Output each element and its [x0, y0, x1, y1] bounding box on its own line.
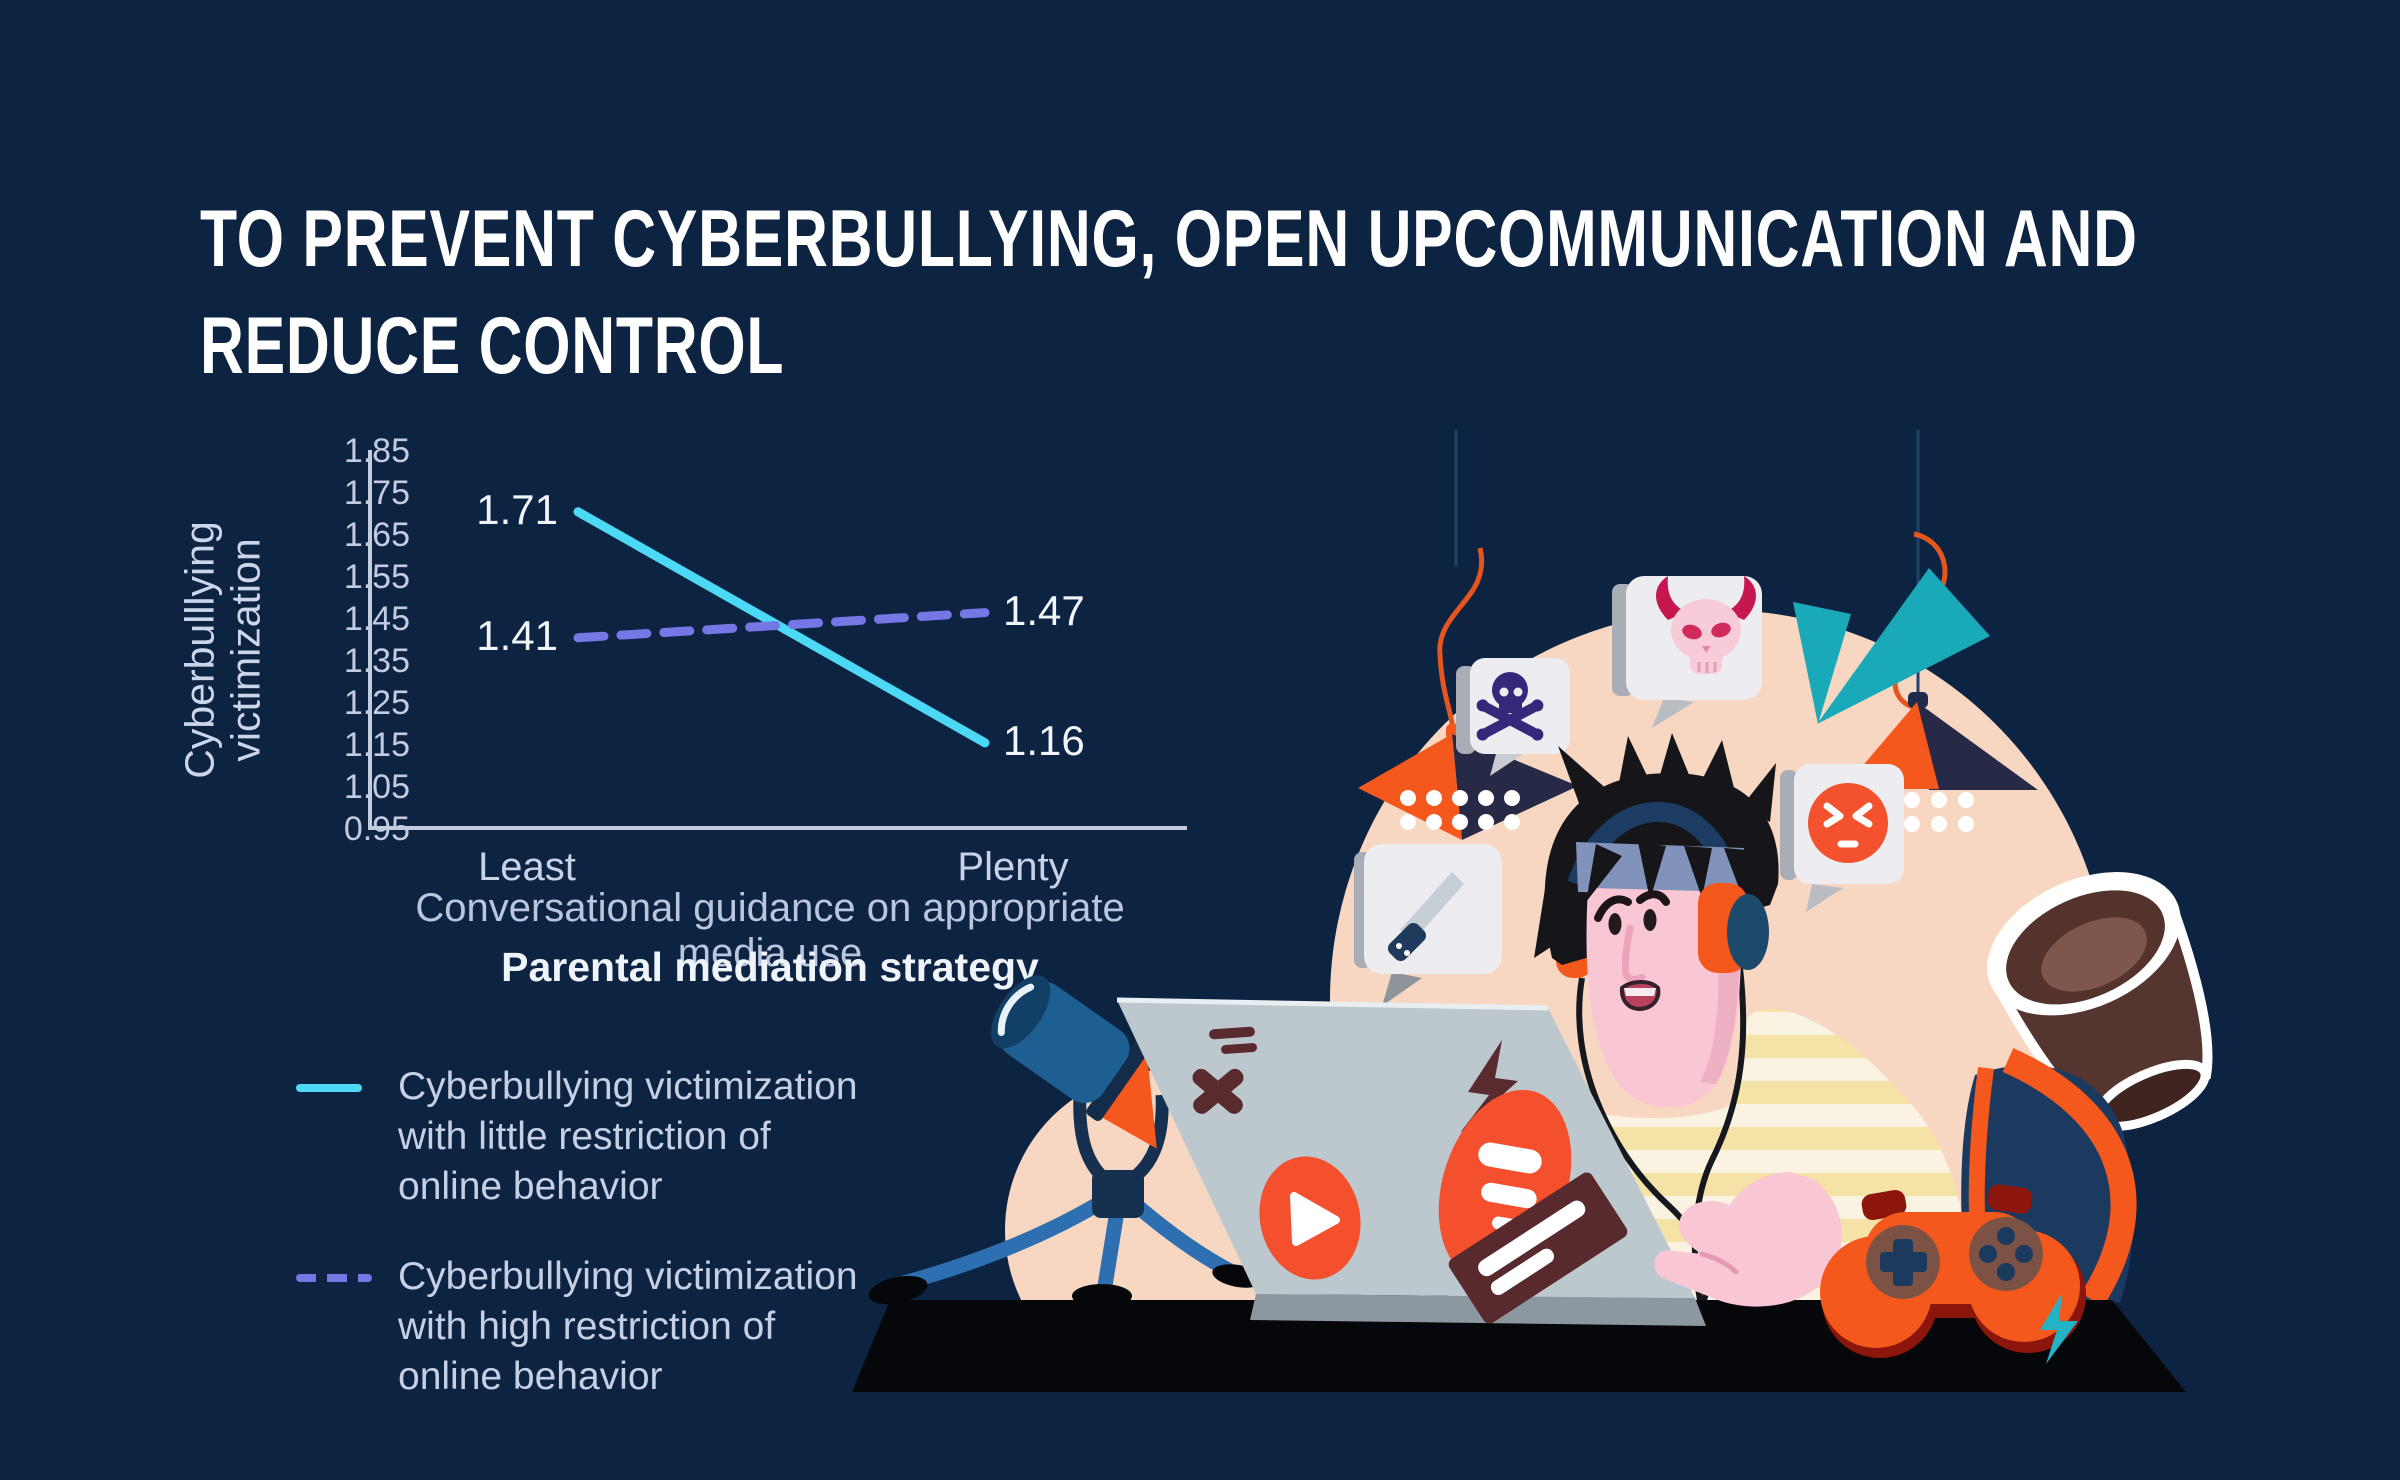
coffee-cup — [1987, 872, 2213, 1131]
face-features — [1594, 890, 1670, 1012]
hair-spikes — [1534, 733, 1776, 958]
speech-bubble-devil — [1612, 576, 1762, 728]
telescope — [991, 975, 1157, 1149]
dpad-cross — [1880, 1239, 1927, 1286]
y-tick-label: 1.25 — [343, 684, 410, 722]
y-tick-label: 1.65 — [343, 516, 410, 554]
data-label: 1.71 — [476, 485, 558, 533]
teal-lightning — [2040, 1293, 2078, 1364]
speech-bubble-skull — [1456, 658, 1570, 776]
tripod-hub — [1092, 1170, 1144, 1218]
tripod-foot — [868, 1275, 928, 1305]
y-tick-label: 1.45 — [343, 600, 410, 638]
chart-axes — [368, 450, 1187, 830]
legend-label-line: online behavior — [398, 1165, 663, 1208]
skull-crossbones-icon — [1476, 672, 1544, 741]
gamepad — [1820, 1184, 2086, 1364]
legend-swatch-dashed-purple-line — [296, 1274, 372, 1282]
y-tick-label: 1.05 — [343, 768, 410, 806]
y-tick-label: 1.55 — [343, 558, 410, 596]
tripod-foot — [1072, 1284, 1132, 1308]
page-title-line2: REDUCE CONTROL — [200, 300, 785, 391]
y-tick-label: 1.35 — [343, 642, 410, 680]
data-label: 1.47 — [1003, 586, 1085, 634]
laptop — [1116, 997, 1706, 1326]
legend-label-line: with little restriction of — [398, 1115, 771, 1158]
series-line-dashed — [573, 608, 990, 643]
lightning-sticker — [1460, 1040, 1518, 1133]
legend-label-line: Cyberbullying victimization — [398, 1255, 858, 1298]
hair-fringe — [1586, 842, 1748, 902]
backpack-strap — [2002, 1048, 2137, 1308]
y-tick-label: 1.15 — [343, 726, 410, 764]
y-tick-label: 1.85 — [343, 432, 410, 470]
x-axis-subtitle: Parental mediation strategy — [501, 944, 1039, 990]
data-label: 1.41 — [476, 611, 558, 659]
speech-bubble-knife — [1354, 844, 1502, 1006]
x-category-label: Plenty — [957, 845, 1069, 889]
x-axis-title: Conversational guidance on appropriate m… — [415, 886, 1125, 975]
page-title-line1: TO PREVENT CYBERBULLYING, OPEN UPCOMMUNI… — [200, 194, 2138, 284]
teal-triangles — [1793, 568, 1990, 724]
headphone-earcup-ring — [1727, 894, 1769, 970]
buttons-dots — [1979, 1227, 2033, 1281]
dots-pattern-right — [1904, 792, 1974, 832]
angry-face-icon — [1808, 783, 1888, 863]
legend-label-line: with high restriction of — [398, 1305, 776, 1348]
devil-skull-icon — [1656, 576, 1756, 674]
buttons-circle — [1969, 1217, 2043, 1291]
legend-label-line: Cyberbullying victimization — [398, 1065, 858, 1108]
series-line-solid — [573, 507, 990, 748]
y-tick-label: 0.95 — [343, 810, 410, 848]
y-tick-label: 1.75 — [343, 474, 410, 512]
page-title: TO PREVENT CYBERBULLYING, OPEN UPCOMMUNI… — [200, 186, 2400, 400]
speech-bubble-angry — [1780, 764, 1904, 912]
x-sticker — [1192, 1068, 1244, 1114]
play-sticker — [1259, 1156, 1361, 1280]
hand — [1654, 1172, 1842, 1307]
telescope-tripod — [868, 975, 1264, 1308]
data-label: 1.16 — [1003, 716, 1085, 764]
legend-swatch-solid-cyan-line — [296, 1084, 362, 1092]
x-category-label: Least — [478, 845, 576, 889]
laptop-stickers — [1192, 1026, 1628, 1324]
knife-icon — [1387, 872, 1464, 962]
dots-pattern-left — [1400, 790, 1520, 830]
legend-label-line: online behavior — [398, 1355, 663, 1398]
ticket-sticker — [1448, 1172, 1628, 1324]
